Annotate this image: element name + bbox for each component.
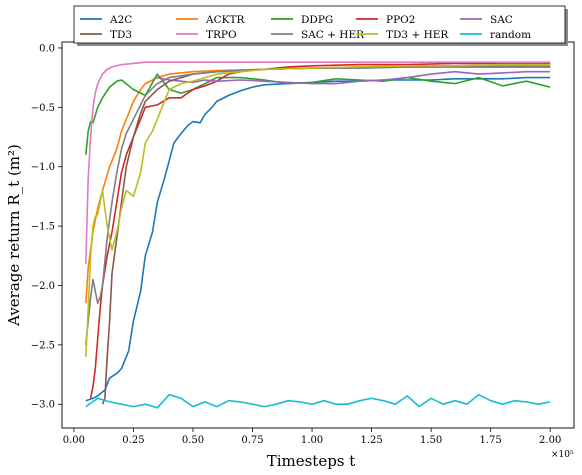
y-axis-title: Average return R_t (m²) (5, 144, 23, 327)
legend-label: SAC + HER (301, 29, 365, 41)
legend: A2C ACKTR DDPG PPO2 SAC TD3 TRPO SAC + HER TD3 +… (73, 5, 568, 46)
y-tick-label: −2.5 (31, 340, 55, 351)
legend-label: TD3 (110, 29, 132, 41)
series-layer (85, 61, 551, 409)
x-tick-label: 0.25 (122, 435, 144, 446)
x-tick-label: 0.75 (241, 435, 263, 446)
legend-item: TD3 (80, 29, 132, 41)
x-axis-title: Timesteps t (267, 452, 356, 470)
y-tick-label: −3.0 (31, 400, 55, 411)
legend-box (73, 5, 566, 44)
legend-label: TRPO (206, 29, 237, 41)
legend-item: SAC + HER (271, 29, 365, 41)
legend-label: SAC (490, 14, 513, 26)
x-tick-label: 1.00 (301, 435, 323, 446)
legend-item: DDPG (271, 14, 333, 26)
series-line-ddpg (85, 73, 551, 155)
x-tick-label: 1.75 (480, 435, 502, 446)
x-axis-exponent: ×10⁵ (551, 450, 574, 460)
legend-label: A2C (109, 14, 132, 26)
series-line-a2c (85, 76, 551, 402)
legend-item: random (460, 29, 531, 41)
ticks-layer: 0.00 0.25 0.50 0.75 1.00 1.25 1.50 1.75 2.00 −3.0… (31, 43, 562, 446)
legend-label: random (490, 29, 531, 41)
legend-label: DDPG (301, 14, 333, 26)
series-line-trpo (85, 61, 551, 265)
legend-item: A2C (80, 14, 132, 26)
y-tick-label: −2.0 (31, 281, 55, 292)
series-line-sac (157, 70, 551, 85)
x-tick-label: 0.00 (63, 435, 85, 446)
legend-label: PPO2 (386, 14, 415, 26)
x-tick-label: 0.50 (182, 435, 204, 446)
series-line-td3-her (85, 63, 551, 357)
legend-item: ACKTR (176, 14, 245, 26)
legend-item: TRPO (176, 29, 237, 41)
x-tick-label: 1.25 (360, 435, 382, 446)
legend-item: TD3 + HER (356, 29, 449, 41)
y-tick-label: −1.0 (31, 162, 55, 173)
y-tick-label: 0.0 (39, 43, 55, 54)
legend-label: TD3 + HER (386, 29, 449, 41)
series-line-random (85, 393, 551, 409)
y-tick-label: −0.5 (31, 103, 55, 114)
x-tick-label: 1.50 (420, 435, 442, 446)
y-tick-label: −1.5 (31, 222, 55, 233)
x-tick-label: 2.00 (539, 435, 561, 446)
legend-label: ACKTR (205, 14, 245, 26)
legend-item: PPO2 (356, 14, 415, 26)
legend-item: SAC (460, 14, 513, 26)
